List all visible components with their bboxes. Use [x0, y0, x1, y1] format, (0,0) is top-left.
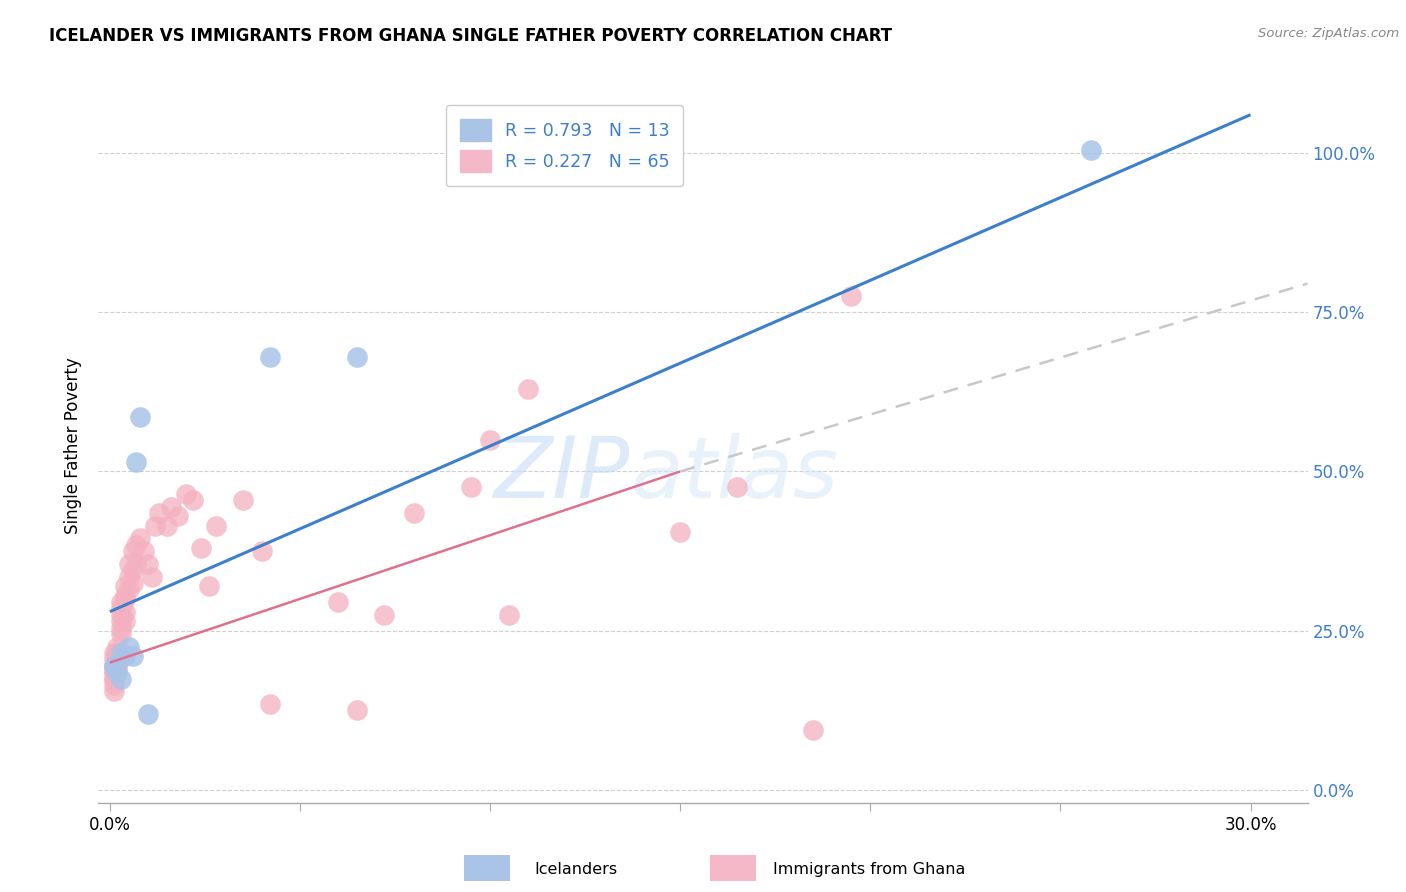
Point — [118, 569, 141, 583]
Point — [110, 646, 132, 660]
Point — [148, 506, 170, 520]
Point — [103, 678, 125, 692]
Point — [103, 672, 125, 686]
Point — [121, 563, 143, 577]
Point — [121, 649, 143, 664]
Point — [125, 455, 148, 469]
Point — [114, 579, 136, 593]
Point — [125, 557, 148, 571]
Point — [107, 665, 129, 680]
Point — [118, 640, 141, 654]
Point — [121, 576, 143, 591]
Point — [159, 500, 181, 514]
Point — [118, 557, 141, 571]
Text: atlas: atlas — [630, 433, 838, 516]
Point — [107, 652, 129, 666]
Point — [103, 658, 125, 673]
Point — [801, 723, 824, 737]
Point — [136, 557, 159, 571]
Text: Immigrants from Ghana: Immigrants from Ghana — [773, 863, 966, 877]
Point — [141, 569, 163, 583]
Point — [107, 640, 129, 654]
Point — [167, 509, 190, 524]
Text: Icelanders: Icelanders — [534, 863, 617, 877]
Point — [498, 607, 520, 622]
Point — [103, 658, 125, 673]
Point — [346, 703, 368, 717]
Point — [103, 658, 125, 673]
Point — [129, 410, 152, 425]
Point — [346, 350, 368, 364]
Point — [132, 544, 155, 558]
Point — [103, 665, 125, 680]
Point — [129, 532, 152, 546]
Point — [145, 518, 167, 533]
Point — [326, 595, 349, 609]
Point — [103, 684, 125, 698]
Point — [197, 579, 219, 593]
Point — [107, 646, 129, 660]
Point — [669, 524, 692, 539]
Point — [114, 589, 136, 603]
Point — [110, 627, 132, 641]
Point — [110, 595, 132, 609]
Point — [110, 607, 132, 622]
Point — [839, 289, 862, 303]
Point — [460, 480, 482, 494]
Point — [183, 493, 205, 508]
Point — [402, 506, 425, 520]
Text: ICELANDER VS IMMIGRANTS FROM GHANA SINGLE FATHER POVERTY CORRELATION CHART: ICELANDER VS IMMIGRANTS FROM GHANA SINGL… — [49, 27, 893, 45]
Point — [232, 493, 254, 508]
Point — [118, 582, 141, 597]
Point — [1080, 143, 1102, 157]
Point — [114, 591, 136, 606]
Point — [110, 672, 132, 686]
Point — [136, 706, 159, 721]
Point — [107, 665, 129, 680]
Point — [114, 649, 136, 664]
Point — [190, 541, 212, 555]
Point — [107, 658, 129, 673]
Point — [205, 518, 228, 533]
Point — [125, 538, 148, 552]
Text: ZIP: ZIP — [494, 433, 630, 516]
Point — [103, 652, 125, 666]
Point — [250, 544, 273, 558]
Point — [174, 487, 197, 501]
Legend: R = 0.793   N = 13, R = 0.227   N = 65: R = 0.793 N = 13, R = 0.227 N = 65 — [446, 105, 683, 186]
Y-axis label: Single Father Poverty: Single Father Poverty — [65, 358, 83, 534]
Point — [259, 350, 281, 364]
Point — [110, 601, 132, 615]
Point — [107, 646, 129, 660]
Point — [107, 658, 129, 673]
Point — [114, 605, 136, 619]
Point — [103, 672, 125, 686]
Text: Source: ZipAtlas.com: Source: ZipAtlas.com — [1258, 27, 1399, 40]
Point — [114, 614, 136, 628]
Point — [479, 433, 502, 447]
Point — [517, 382, 540, 396]
Point — [103, 665, 125, 680]
Point — [259, 697, 281, 711]
Point — [156, 518, 179, 533]
Point — [121, 544, 143, 558]
Point — [110, 614, 132, 628]
Point — [110, 621, 132, 635]
Point — [725, 480, 748, 494]
Point — [103, 646, 125, 660]
Point — [373, 607, 395, 622]
